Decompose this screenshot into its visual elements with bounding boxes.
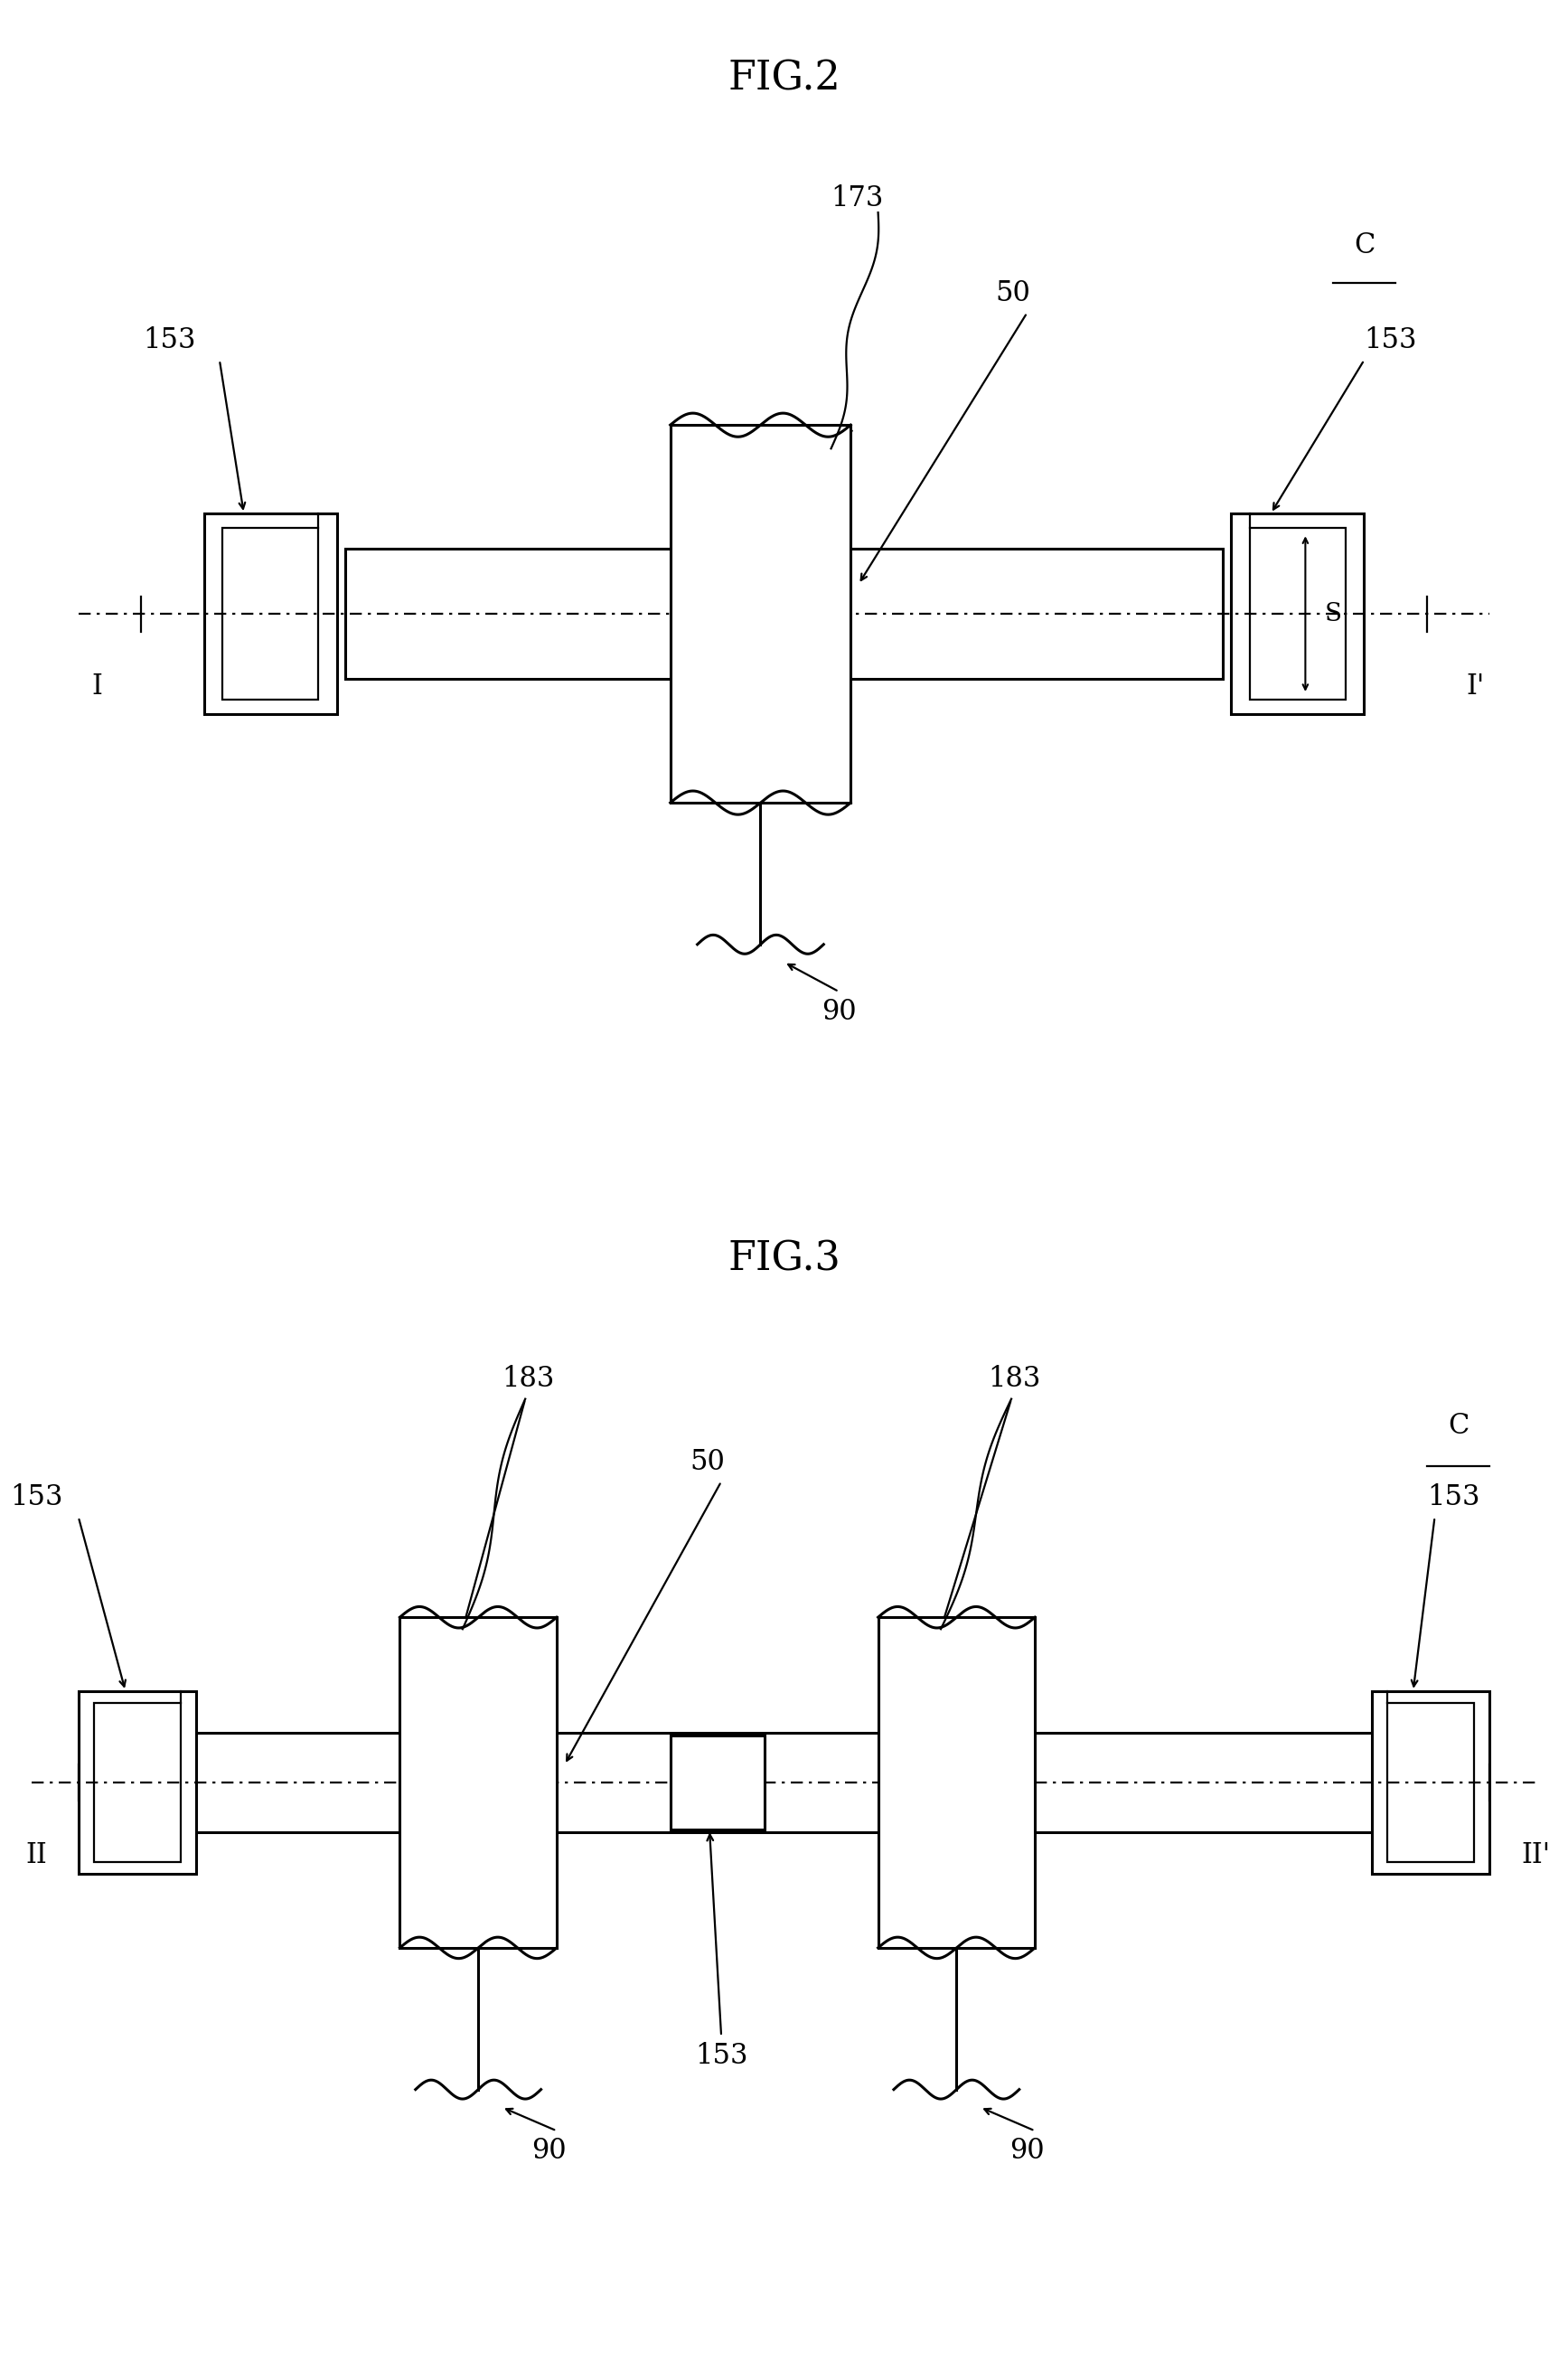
Bar — [1372, 1690, 1490, 1875]
Text: 90: 90 — [532, 2137, 566, 2165]
Text: 183: 183 — [502, 1365, 555, 1393]
Text: 50: 50 — [996, 279, 1030, 307]
Text: FIG.3: FIG.3 — [728, 1240, 840, 1280]
Bar — [204, 515, 337, 713]
Bar — [670, 425, 850, 803]
Text: 153: 153 — [9, 1483, 63, 1511]
Bar — [223, 529, 318, 699]
Text: 173: 173 — [831, 184, 884, 212]
Text: 50: 50 — [690, 1447, 724, 1476]
Text: L: L — [470, 1639, 486, 1662]
Bar — [1250, 529, 1345, 699]
Text: C: C — [1353, 231, 1375, 260]
Text: FIG.2: FIG.2 — [728, 59, 840, 99]
Text: L: L — [753, 446, 768, 470]
Text: 153: 153 — [143, 326, 196, 354]
Text: II: II — [25, 1842, 47, 1870]
Text: II': II' — [1521, 1842, 1551, 1870]
Bar — [878, 1617, 1035, 1948]
Text: 153: 153 — [1364, 326, 1417, 354]
Text: 90: 90 — [822, 996, 856, 1025]
Bar — [141, 1733, 1427, 1832]
Bar — [345, 550, 1223, 680]
Text: S: S — [1323, 602, 1341, 626]
Text: I': I' — [1466, 673, 1485, 701]
Text: W: W — [517, 1764, 543, 1790]
Bar — [1231, 515, 1364, 713]
Text: 183: 183 — [988, 1365, 1041, 1393]
Bar — [400, 1617, 557, 1948]
Bar — [94, 1702, 180, 1863]
Bar — [78, 1690, 196, 1875]
Bar — [1388, 1702, 1474, 1863]
Text: C: C — [1447, 1412, 1469, 1440]
Text: 90: 90 — [1010, 2137, 1044, 2165]
Text: 153: 153 — [695, 2042, 748, 2071]
Text: S: S — [735, 1771, 753, 1794]
Text: 153: 153 — [1427, 1483, 1480, 1511]
Text: I: I — [91, 673, 102, 701]
Bar — [670, 1735, 764, 1830]
Text: W: W — [808, 595, 833, 621]
